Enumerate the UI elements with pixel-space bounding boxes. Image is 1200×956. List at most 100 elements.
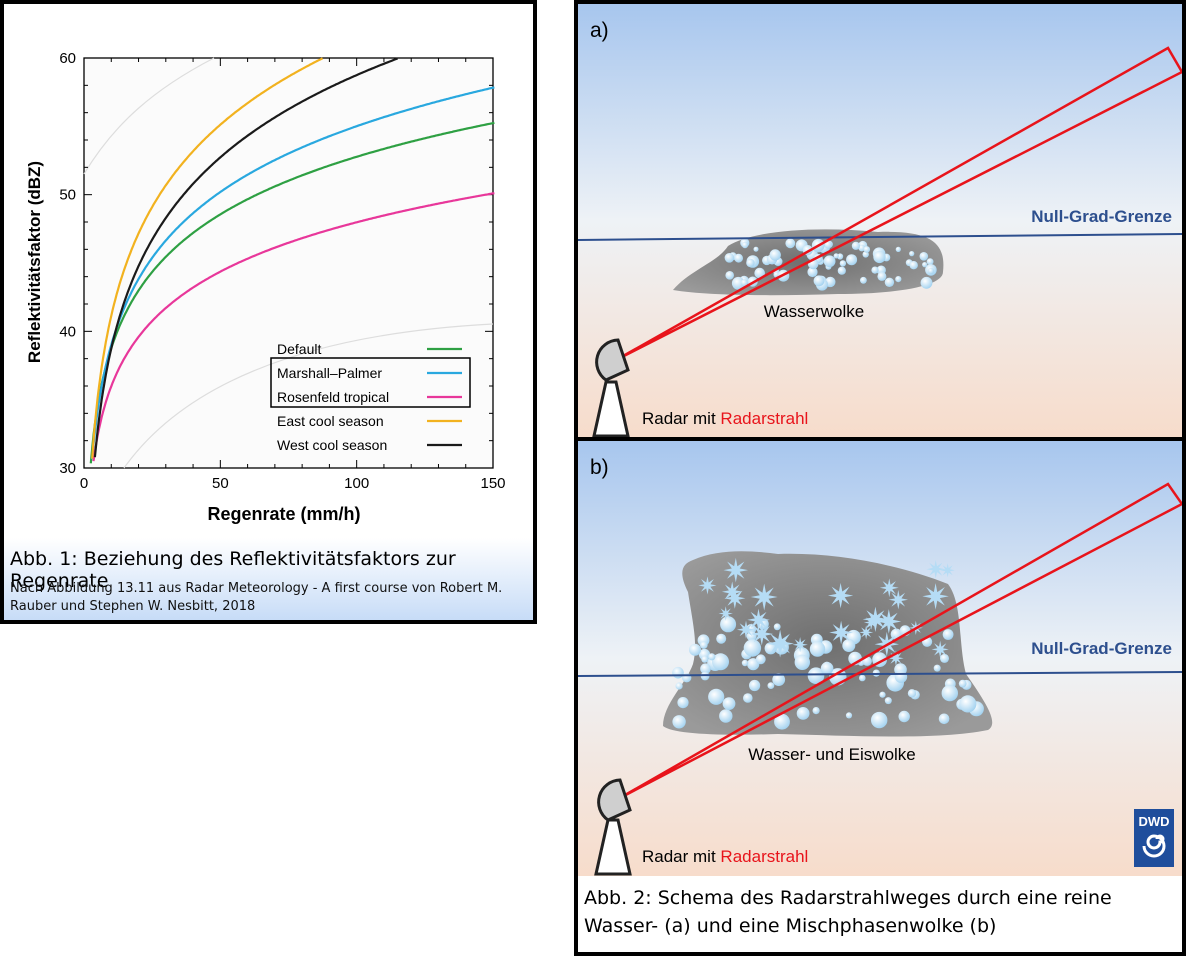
series-lines xyxy=(89,57,495,464)
axis-ticks: 0 50 100 150 30 40 50 60 xyxy=(59,50,505,492)
water-droplet xyxy=(941,684,958,702)
water-droplet xyxy=(846,254,858,266)
water-droplet xyxy=(927,267,935,275)
y-tick-label: 60 xyxy=(59,50,76,67)
ice-crystal xyxy=(736,620,755,639)
water-droplet xyxy=(672,666,684,679)
series-line xyxy=(89,121,495,464)
panel-a: a) Null-Grad-Grenze Wasserwolke Radar mi… xyxy=(577,4,1184,438)
ice-crystal xyxy=(879,578,899,598)
water-droplet xyxy=(879,691,886,698)
water-droplet xyxy=(741,241,749,249)
ice-crystal xyxy=(792,637,808,653)
ice-crystal xyxy=(827,582,854,609)
legend-entries: Default Marshall–Palmer Rosenfeld tropical… xyxy=(277,341,462,453)
envelope-right xyxy=(123,323,494,469)
figure-2-caption: Abb. 2: Schema des Radarstrahlweges durc… xyxy=(578,876,1182,952)
water-droplet xyxy=(839,260,847,267)
water-droplet xyxy=(767,682,775,689)
water-droplet xyxy=(938,713,950,725)
water-droplet xyxy=(859,674,866,682)
water-droplet xyxy=(895,276,902,283)
water-droplet xyxy=(851,241,860,250)
dwd-logo: DWD xyxy=(1134,809,1174,867)
water-droplet xyxy=(958,679,967,688)
y-tick-label: 30 xyxy=(59,460,76,477)
cloud-label-a: Wasserwolke xyxy=(764,302,864,321)
ice-crystal xyxy=(862,606,889,632)
radar-schematic: a) Null-Grad-Grenze Wasserwolke Radar mi… xyxy=(577,4,1184,876)
radar-caption-a: Radar mit Radarstrahl xyxy=(642,409,808,428)
series-line xyxy=(92,192,495,462)
radar-caption-b: Radar mit Radarstrahl xyxy=(642,847,808,866)
y-tick-label: 40 xyxy=(59,323,76,340)
water-droplet xyxy=(734,253,743,263)
water-droplet xyxy=(740,279,748,287)
ice-crystal xyxy=(750,622,774,646)
water-droplet xyxy=(708,653,716,661)
freezing-line-b xyxy=(577,671,1183,677)
ice-crystal xyxy=(922,583,949,610)
y-axis-label: Reflektivitätsfaktor (dBZ) xyxy=(25,161,44,363)
water-droplet xyxy=(755,654,766,665)
water-droplet xyxy=(871,266,879,274)
water-droplet xyxy=(860,276,867,284)
radar-beam-text-b: Radarstrahl xyxy=(720,847,808,866)
figure-1-caption-title: Abb. 1: Beziehung des Reflektivitätsfakt… xyxy=(10,548,456,592)
reflectivity-chart: 0 50 100 150 30 40 50 60 Default Marshall–Palmer… xyxy=(25,50,506,524)
water-droplet xyxy=(933,664,941,672)
radar-text-a: Radar mit xyxy=(642,409,720,428)
ice-crystal xyxy=(926,560,945,579)
water-droplet xyxy=(731,276,745,290)
water-droplet xyxy=(708,688,725,705)
series-line xyxy=(93,57,398,458)
ice-crystal xyxy=(766,629,794,658)
water-droplet xyxy=(909,251,915,257)
ice-crystal xyxy=(723,557,748,583)
water-droplet xyxy=(823,255,836,268)
legend: Default Marshall–Palmer Rosenfeld tropical… xyxy=(270,341,471,453)
water-droplet xyxy=(720,616,737,633)
water-droplet xyxy=(746,258,755,268)
figure-1-caption-source: Nach Abbildung 13.11 aus Radar Meteorolo… xyxy=(10,581,503,614)
water-droplet xyxy=(794,654,810,670)
water-droplet xyxy=(773,623,781,631)
freezing-line-a xyxy=(577,233,1183,241)
dwd-logo-text: DWD xyxy=(1138,814,1169,829)
ice-crystal xyxy=(718,606,733,621)
water-droplet xyxy=(712,653,729,671)
x-tick-label: 150 xyxy=(480,475,505,492)
series-line xyxy=(91,86,495,460)
ice-crystal xyxy=(829,620,853,645)
water-droplet xyxy=(858,244,866,252)
x-tick-label: 50 xyxy=(212,475,229,492)
cloud-label-b: Wasser- und Eiswolke xyxy=(748,745,916,764)
water-droplet xyxy=(700,641,708,649)
water-droplet xyxy=(675,682,683,690)
water-droplet xyxy=(774,713,790,730)
water-droplet xyxy=(749,679,761,692)
water-droplet xyxy=(700,663,711,674)
water-droplet xyxy=(877,271,887,281)
water-droplet xyxy=(689,643,701,656)
water-droplet xyxy=(743,639,762,657)
figure-1: 0 50 100 150 30 40 50 60 Default Marshall–Palmer… xyxy=(0,0,537,624)
water-droplet xyxy=(672,715,686,729)
x-tick-label: 100 xyxy=(344,475,369,492)
freezing-label-b: Null-Grad-Grenze xyxy=(1031,639,1172,658)
figure-2-caption-text: Abb. 2: Schema des Radarstrahlweges durc… xyxy=(584,887,1112,937)
figure-2: a) Null-Grad-Grenze Wasserwolke Radar mi… xyxy=(574,0,1186,956)
ice-crystal xyxy=(888,590,908,610)
ice-crystal xyxy=(750,583,778,611)
legend-highlight-box xyxy=(270,357,471,408)
water-droplet xyxy=(873,250,886,264)
ice-crystal xyxy=(876,609,902,634)
radar-beam-a xyxy=(615,46,1184,362)
panel-a-label: a) xyxy=(590,19,609,42)
plot-area xyxy=(83,57,494,469)
water-droplet xyxy=(919,252,929,261)
legend-label: Rosenfeld tropical xyxy=(277,389,389,405)
freezing-label-a: Null-Grad-Grenze xyxy=(1031,207,1172,226)
legend-label: West cool season xyxy=(277,437,387,453)
water-droplet xyxy=(884,697,892,705)
